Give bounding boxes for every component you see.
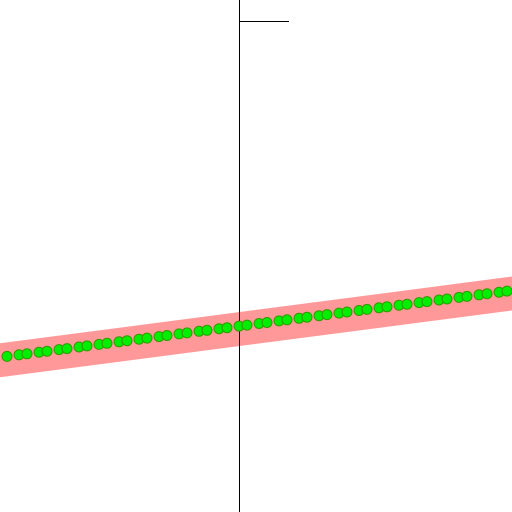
dot-row xyxy=(1,285,512,362)
green-dot xyxy=(321,309,333,321)
green-dot xyxy=(461,290,473,302)
green-dot xyxy=(161,330,173,341)
green-dot xyxy=(201,324,213,336)
green-dot xyxy=(361,303,373,315)
green-dot xyxy=(221,322,233,334)
green-dot xyxy=(501,285,512,297)
green-dot xyxy=(81,340,93,352)
green-dot xyxy=(261,317,273,328)
green-dot xyxy=(181,327,193,339)
green-dot xyxy=(281,314,293,326)
green-dot xyxy=(61,343,73,355)
green-dot xyxy=(441,293,453,305)
green-dot xyxy=(41,345,53,357)
green-dot xyxy=(381,301,393,313)
green-dot xyxy=(1,350,13,362)
green-dot xyxy=(301,311,313,323)
green-dot xyxy=(121,335,133,347)
green-dot xyxy=(141,332,153,344)
green-dot xyxy=(481,288,493,300)
green-dot xyxy=(101,337,113,349)
green-dot xyxy=(421,296,433,308)
green-dot xyxy=(241,319,253,331)
green-dot xyxy=(401,298,413,310)
green-dot xyxy=(341,306,353,318)
green-dot xyxy=(21,348,33,360)
